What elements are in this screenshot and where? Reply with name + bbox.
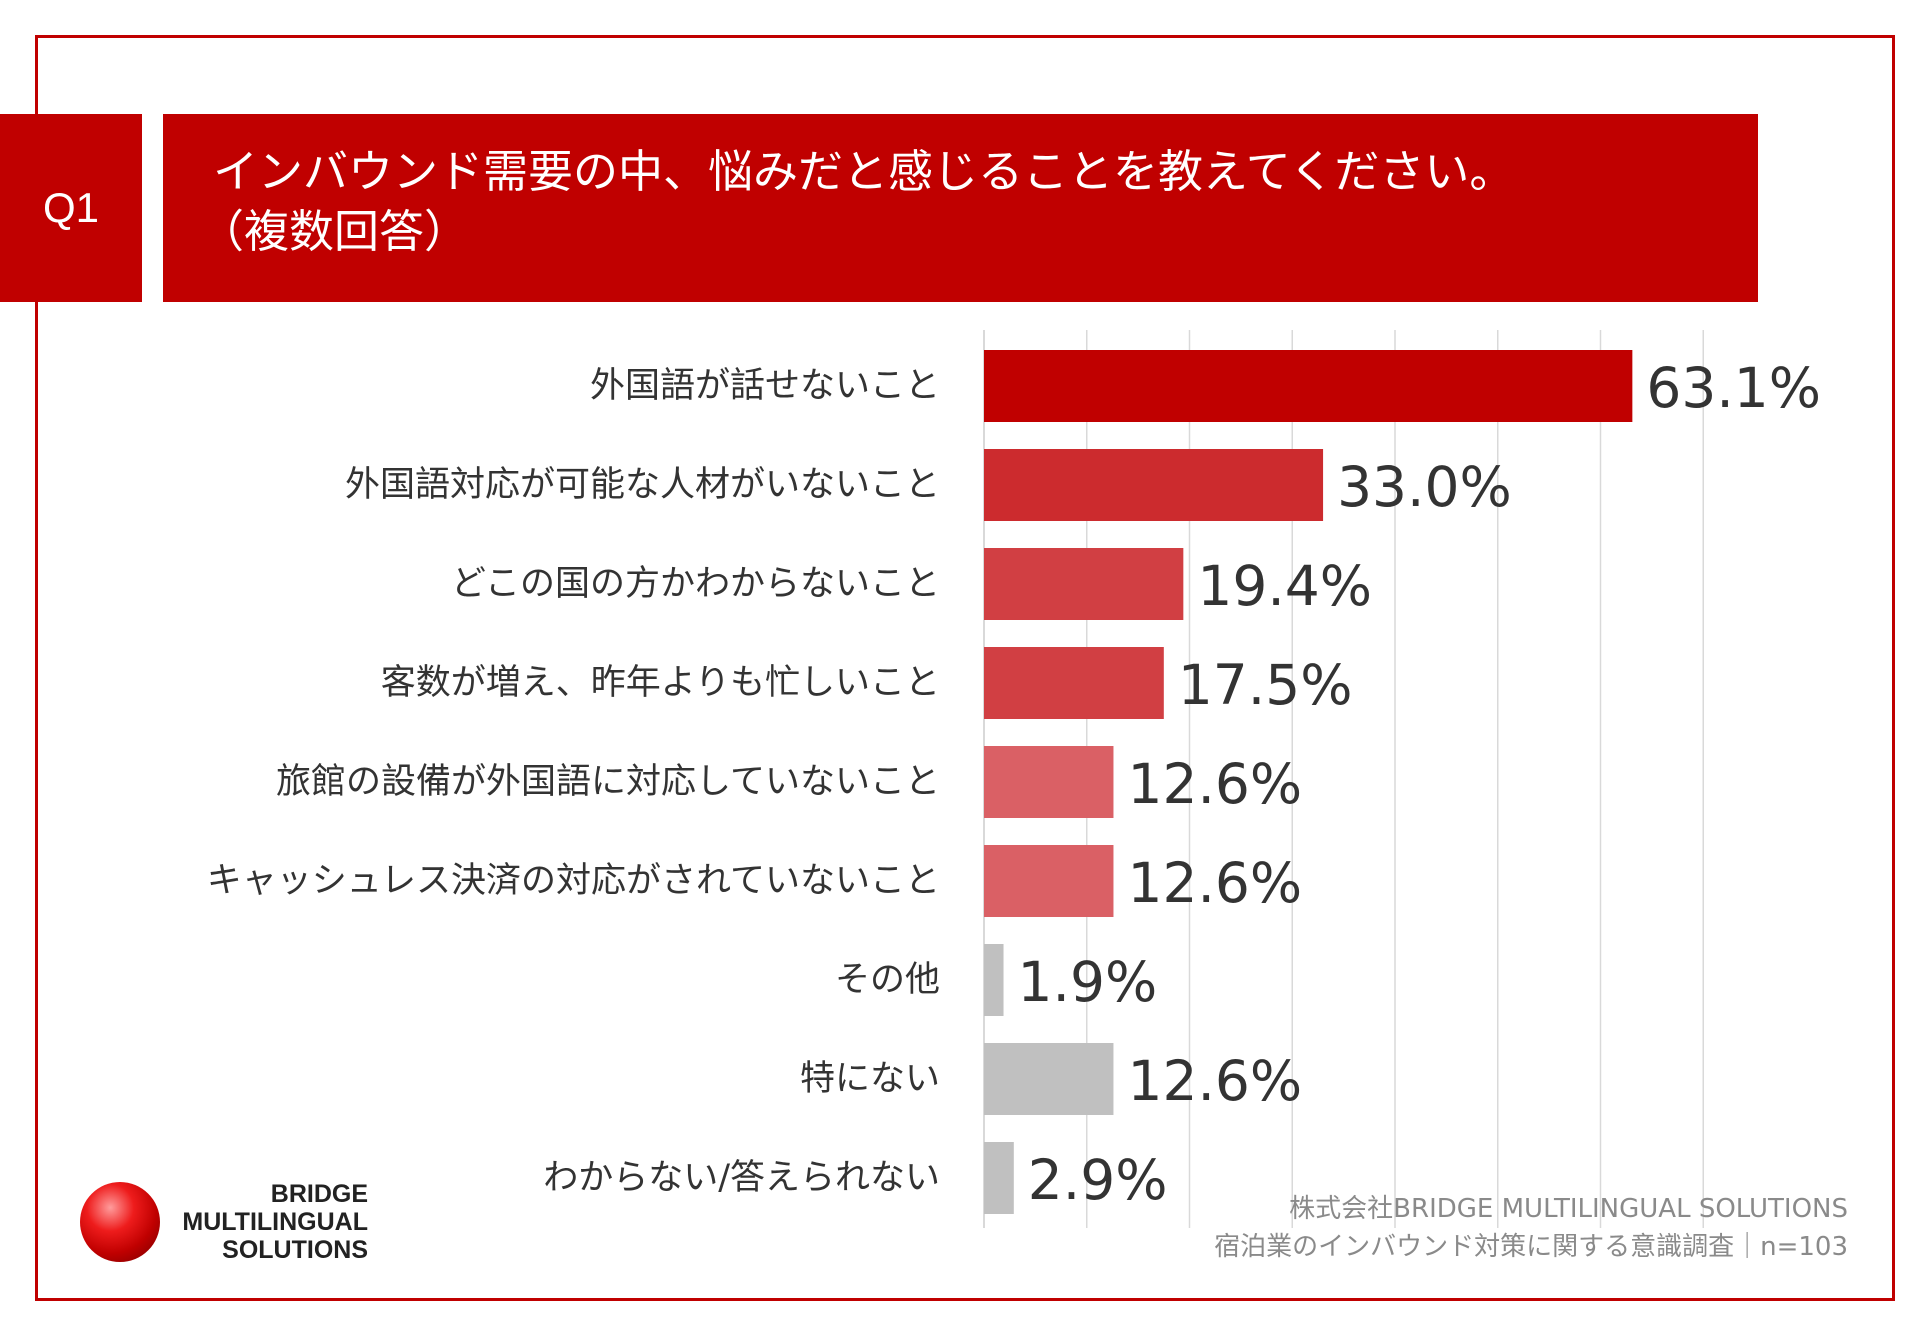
logo-sphere-icon xyxy=(80,1182,160,1262)
question-number-badge: Q1 xyxy=(0,114,142,302)
chart-bar xyxy=(984,1142,1014,1214)
chart-bar xyxy=(984,944,1004,1016)
logo-line-3: SOLUTIONS xyxy=(222,1236,368,1264)
chart-bar xyxy=(984,548,1184,620)
slide-frame xyxy=(35,35,1895,1301)
category-label: 客数が増え、昨年よりも忙しいこと xyxy=(381,663,940,703)
category-label: その他 xyxy=(835,960,940,1000)
chart-labels: 外国語が話せないこと 63.1% 外国語対応が可能な人材がいないこと 33.0% どこの… xyxy=(207,356,1821,1212)
chart-bar xyxy=(984,449,1324,521)
question-number: Q1 xyxy=(42,184,100,231)
chart-bars xyxy=(984,350,1633,1214)
value-label: 2.9% xyxy=(1028,1148,1168,1212)
value-label: 17.5% xyxy=(1178,653,1353,717)
logo-line-2: MULTILINGUAL xyxy=(182,1208,368,1236)
value-label: 63.1% xyxy=(1646,356,1821,420)
question-title: インバウンド需要の中、悩みだと感じることを教えてください。 xyxy=(213,145,1515,198)
chart-bar xyxy=(984,845,1114,917)
logo-line-1: BRIDGE xyxy=(270,1180,368,1208)
value-label: 19.4% xyxy=(1197,554,1372,618)
category-label: 旅館の設備が外国語に対応していないこと xyxy=(276,762,940,802)
value-label: 12.6% xyxy=(1127,851,1302,915)
value-label: 12.6% xyxy=(1127,1049,1302,1113)
value-label: 12.6% xyxy=(1127,752,1302,816)
question-subtitle: （複数回答） xyxy=(199,205,470,258)
logo-wordmark: BRIDGE MULTILINGUAL SOLUTIONS xyxy=(182,1180,368,1264)
category-label: 外国語対応が可能な人材がいないこと xyxy=(345,465,940,505)
category-label: 特にない xyxy=(800,1059,940,1099)
category-label: キャッシュレス決済の対応がされていないこと xyxy=(207,861,940,901)
chart-bar xyxy=(984,647,1164,719)
credit-survey: 宿泊業のインバウンド対策に関する意識調査｜n=103 xyxy=(1214,1232,1848,1262)
source-credit: 株式会社BRIDGE MULTILINGUAL SOLUTIONS 宿泊業のイン… xyxy=(1214,1190,1848,1266)
chart-bar xyxy=(984,746,1114,818)
category-label: わからない/答えられない xyxy=(543,1158,940,1198)
category-label: どこの国の方かわからないこと xyxy=(451,564,940,604)
company-logo: BRIDGE MULTILINGUAL SOLUTIONS xyxy=(80,1180,380,1270)
value-label: 33.0% xyxy=(1337,455,1512,519)
chart-bar xyxy=(984,350,1633,422)
credit-company: 株式会社BRIDGE MULTILINGUAL SOLUTIONS xyxy=(1289,1194,1848,1224)
chart-bar xyxy=(984,1043,1114,1115)
question-title-banner: インバウンド需要の中、悩みだと感じることを教えてください。 （複数回答） xyxy=(163,114,1758,302)
value-label: 1.9% xyxy=(1018,950,1158,1014)
category-label: 外国語が話せないこと xyxy=(590,366,940,406)
